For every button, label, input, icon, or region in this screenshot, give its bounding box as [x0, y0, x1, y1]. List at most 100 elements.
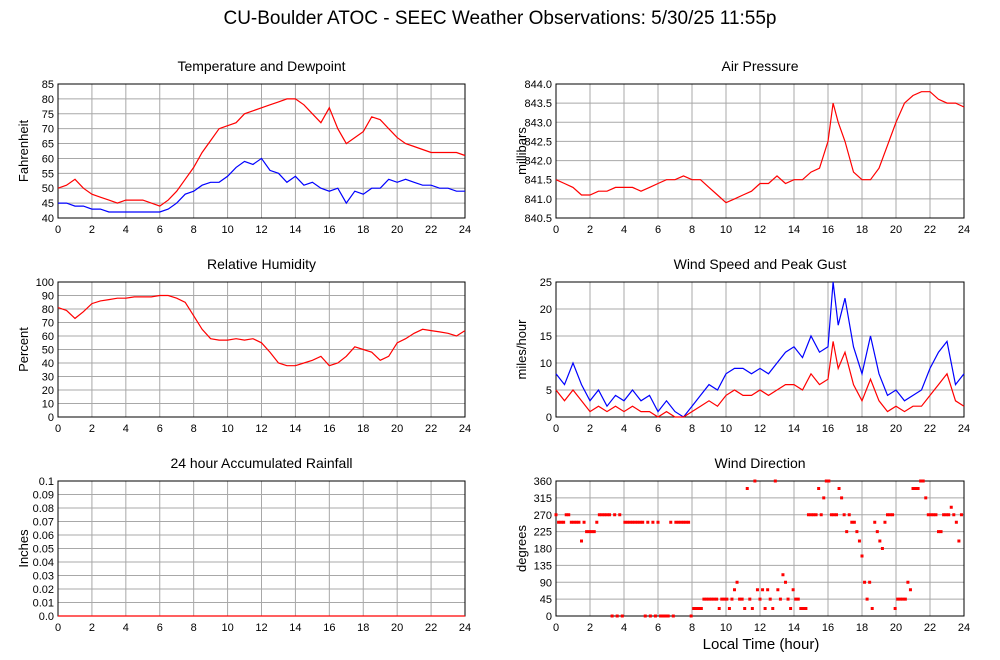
direction-xtick-4: 8	[689, 622, 695, 634]
direction-point-29	[628, 520, 632, 524]
direction-point-131	[888, 513, 892, 517]
direction-point-87	[776, 588, 780, 592]
direction-point-76	[748, 597, 752, 601]
direction-point-10	[580, 539, 583, 543]
humidity-series-line-0	[57, 294, 466, 367]
direction-point-94	[794, 597, 798, 601]
rain-ytick-0: 0.0	[39, 611, 54, 623]
humidity-ytick-4: 40	[42, 358, 54, 370]
pressure-xtick-5: 10	[720, 224, 732, 236]
wind-chart-title: Wind Speed and Peak Gust	[674, 256, 847, 272]
pressure-plot-frame	[555, 83, 965, 219]
direction-point-104	[819, 513, 823, 517]
direction-point-127	[878, 539, 882, 543]
direction-point-67	[725, 597, 729, 601]
rain-xtick-4: 8	[191, 622, 197, 634]
temp-xtick-9: 18	[357, 224, 369, 236]
direction-xtick-2: 4	[621, 622, 627, 634]
direction-ytick-8: 360	[534, 476, 552, 488]
direction-point-156	[952, 513, 956, 517]
direction-point-25	[618, 513, 622, 517]
pressure-xtick-9: 18	[856, 224, 868, 236]
pressure-xtick-3: 6	[655, 224, 661, 236]
direction-point-3	[562, 520, 566, 524]
direction-point-71	[735, 580, 739, 584]
direction-point-141	[914, 487, 918, 490]
direction-point-136	[901, 597, 905, 601]
direction-ytick-1: 45	[540, 594, 552, 606]
direction-point-82	[763, 607, 767, 610]
humidity-ytick-5: 50	[42, 345, 54, 357]
direction-xtick-0: 0	[553, 622, 559, 634]
direction-point-133	[893, 607, 897, 610]
direction-point-36	[646, 520, 650, 524]
humidity-xtick-1: 2	[89, 423, 95, 435]
pressure-xtick-10: 20	[890, 224, 902, 236]
humidity-ytick-3: 30	[42, 372, 54, 384]
direction-point-143	[919, 479, 923, 483]
direction-point-95	[796, 597, 800, 601]
temp-ytick-2: 50	[42, 183, 54, 195]
rain-xtick-1: 2	[89, 622, 95, 634]
rain-ytick-4: 0.04	[33, 557, 54, 569]
rain-ytick-7: 0.07	[33, 517, 54, 529]
rain-chart-title: 24 hour Accumulated Rainfall	[170, 455, 352, 471]
direction-point-7	[572, 520, 576, 524]
pressure-ytick-3: 842.0	[524, 156, 552, 168]
direction-point-72	[738, 597, 742, 601]
direction-point-112	[840, 496, 844, 500]
wind-ytick-0: 0	[546, 412, 552, 424]
direction-point-40	[656, 520, 660, 524]
direction-point-17	[597, 513, 601, 517]
wind-ytick-1: 5	[546, 385, 552, 397]
direction-point-16	[595, 520, 599, 524]
direction-point-74	[743, 607, 747, 610]
direction-point-63	[715, 597, 719, 601]
rain-xtick-9: 18	[357, 622, 369, 634]
direction-xtick-3: 6	[655, 622, 661, 634]
pressure-xtick-7: 14	[788, 224, 800, 236]
humidity-xtick-5: 10	[221, 423, 233, 435]
wind-xtick-2: 4	[621, 423, 627, 435]
wind-series-line-1	[555, 341, 965, 418]
direction-point-45	[669, 520, 673, 524]
x-axis-label: Local Time (hour)	[702, 636, 820, 653]
temp-ytick-7: 75	[42, 109, 54, 121]
humidity-xtick-7: 14	[289, 423, 301, 435]
pressure-xtick-4: 8	[689, 224, 695, 236]
direction-point-85	[771, 607, 775, 610]
temp-xtick-11: 22	[425, 224, 437, 236]
temp-ytick-0: 40	[42, 213, 54, 225]
rain-ytick-1: 0.01	[33, 598, 54, 610]
direction-ytick-6: 270	[534, 510, 552, 522]
rain-xtick-2: 4	[123, 622, 129, 634]
wind-ytick-5: 25	[540, 277, 552, 289]
temp-ytick-5: 65	[42, 139, 54, 151]
humidity-xtick-12: 24	[459, 423, 471, 435]
rain-xtick-7: 14	[289, 622, 301, 634]
temp-series-line-0	[57, 98, 466, 207]
direction-ylabel: degrees	[514, 525, 529, 572]
humidity-xtick-2: 4	[123, 423, 129, 435]
direction-point-102	[814, 513, 818, 517]
wind-ytick-4: 20	[540, 304, 552, 316]
pressure-ytick-4: 842.5	[524, 136, 552, 148]
wind-xtick-1: 2	[587, 423, 593, 435]
direction-point-54	[692, 607, 696, 610]
pressure-chart-title: Air Pressure	[721, 58, 798, 74]
direction-chart-title: Wind Direction	[714, 455, 805, 471]
direction-point-93	[791, 588, 795, 592]
pressure-ytick-6: 843.5	[524, 98, 552, 110]
direction-point-13	[587, 530, 591, 534]
direction-point-157	[954, 520, 958, 524]
pressure-xtick-0: 0	[553, 224, 559, 236]
direction-point-110	[835, 513, 838, 517]
humidity-xtick-4: 8	[191, 423, 197, 435]
direction-point-48	[676, 520, 680, 524]
direction-point-86	[773, 479, 777, 483]
direction-point-148	[931, 513, 935, 517]
temp-ytick-3: 55	[42, 168, 54, 180]
wind-xtick-9: 18	[856, 423, 868, 435]
direction-point-18	[600, 513, 604, 517]
